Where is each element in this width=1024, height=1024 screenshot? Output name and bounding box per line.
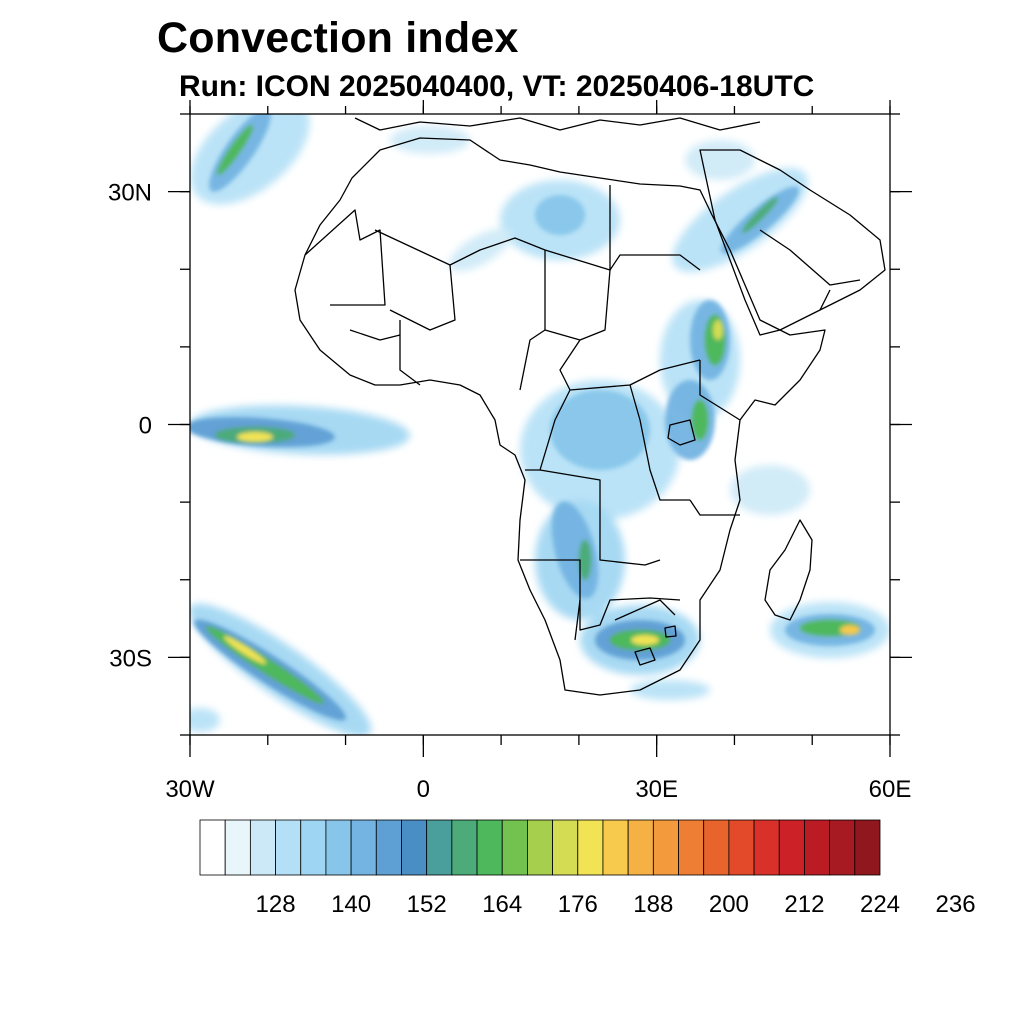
convection-field	[190, 114, 890, 735]
lat-tick-label: 30N	[108, 180, 152, 207]
colorbar-swatch	[275, 819, 302, 876]
colorbar-swatch	[753, 819, 780, 876]
colorbar-swatch	[652, 819, 679, 876]
colorbar-swatch	[577, 819, 604, 876]
axis-labels: 30W 0 30E 60E 30N 0 30S	[108, 180, 911, 803]
colorbar-label: 212	[784, 891, 824, 918]
map-subtitle: Run: ICON 2025040400, VT: 20250406-18UTC	[179, 70, 815, 103]
colorbar-swatch	[350, 819, 377, 876]
colorbar-swatch	[224, 819, 251, 876]
colorbar-labels: 128 140 152 164 176 188 200 212 224 236	[256, 891, 976, 918]
colorbar-swatch	[627, 819, 654, 876]
colorbar-swatch	[678, 819, 705, 876]
colorbar-swatch	[829, 819, 856, 876]
colorbar-swatch	[451, 819, 478, 876]
colorbar-swatch	[778, 819, 805, 876]
colorbar-label: 224	[860, 891, 900, 918]
lon-tick-label: 0	[417, 776, 430, 803]
colorbar-swatch	[325, 819, 352, 876]
colorbar-swatches	[199, 819, 881, 876]
colorbar-swatch	[552, 819, 579, 876]
colorbar-swatch	[728, 819, 755, 876]
map-title: Convection index	[157, 14, 519, 62]
colorbar-swatch	[804, 819, 831, 876]
colorbar-swatch	[426, 819, 453, 876]
axis-ticks	[168, 100, 912, 757]
coastlines-borders	[294, 117, 886, 696]
colorbar-swatch	[375, 819, 402, 876]
colorbar-label: 176	[558, 891, 598, 918]
colorbar-label: 188	[633, 891, 673, 918]
lat-tick-label: 0	[139, 413, 152, 440]
colorbar: 128 140 152 164 176 188 200 212 224 236	[199, 819, 976, 918]
colorbar-swatch	[199, 819, 226, 876]
colorbar-swatch	[854, 819, 881, 876]
colorbar-swatch	[401, 819, 428, 876]
colorbar-swatch	[300, 819, 327, 876]
colorbar-label: 164	[482, 891, 522, 918]
colorbar-swatch	[602, 819, 629, 876]
lon-tick-label: 30W	[165, 776, 215, 803]
colorbar-label: 140	[331, 891, 371, 918]
lon-tick-label: 60E	[869, 776, 912, 803]
colorbar-swatch	[476, 819, 503, 876]
colorbar-swatch	[527, 819, 553, 876]
colorbar-swatch	[249, 819, 276, 876]
map-panel	[168, 100, 912, 757]
lon-tick-label: 30E	[635, 776, 678, 803]
colorbar-label: 236	[936, 891, 976, 918]
lat-tick-label: 30S	[109, 645, 152, 672]
colorbar-swatch	[501, 819, 528, 876]
colorbar-swatch	[703, 819, 730, 876]
colorbar-label: 128	[256, 891, 296, 918]
colorbar-label: 152	[407, 891, 447, 918]
colorbar-label: 200	[709, 891, 749, 918]
